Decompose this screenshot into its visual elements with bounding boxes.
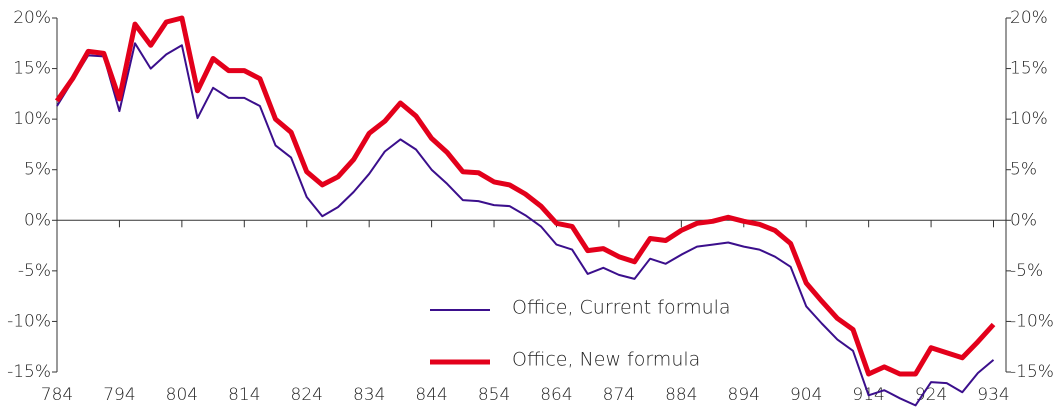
y-tick-label: 15% (13, 59, 51, 79)
x-tick-label: 804 (166, 385, 198, 405)
y2-tick-label: -5% (1010, 261, 1043, 281)
x-tick-label: 894 (728, 385, 760, 405)
x-tick-label: 884 (665, 385, 697, 405)
legend-label: Office, Current formula (512, 297, 731, 319)
y2-tick-label: 0% (1010, 210, 1037, 230)
y2-tick-label: 10% (1010, 109, 1048, 129)
y-tick-label: -5% (18, 261, 51, 281)
y-tick-label: 20% (13, 8, 51, 28)
y2-tick-label: 15% (1010, 59, 1048, 79)
y-tick-label: 0% (24, 210, 51, 230)
y-tick-label: -15% (7, 362, 51, 382)
series-line (54, 15, 996, 377)
x-tick-label: 924 (915, 385, 947, 405)
legend-label: Office, New formula (512, 349, 700, 371)
x-tick-label: 834 (353, 385, 385, 405)
y2-tick-label: 5% (1010, 160, 1037, 180)
x-tick-label: 864 (540, 385, 572, 405)
x-tick-label: 844 (415, 385, 447, 405)
y2-tick-label: -10% (1010, 311, 1053, 331)
x-tick-label: 784 (41, 385, 73, 405)
y2-tick-label: 20% (1010, 8, 1048, 28)
x-tick-label: 824 (291, 385, 323, 405)
x-tick-label: 814 (228, 385, 260, 405)
y-tick-label: 5% (24, 160, 51, 180)
y2-tick-label: -15% (1010, 362, 1053, 382)
y-tick-label: 10% (13, 109, 51, 129)
x-tick-label: 904 (790, 385, 822, 405)
x-tick-label: 794 (103, 385, 135, 405)
x-tick-label: 874 (603, 385, 635, 405)
x-tick-label: 934 (977, 385, 1009, 405)
x-tick-label: 854 (478, 385, 510, 405)
series-line (56, 42, 995, 407)
y-tick-label: -10% (7, 311, 51, 331)
